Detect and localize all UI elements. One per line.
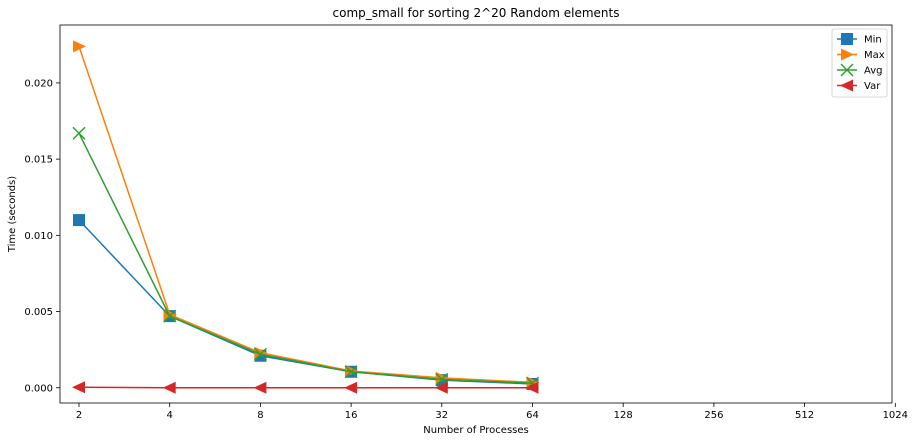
- legend: Min Max Avg Var: [832, 29, 887, 97]
- x-tick-label: 32: [435, 410, 448, 421]
- legend-label-max: Max: [864, 50, 885, 61]
- data-point-min: [73, 214, 85, 226]
- legend-label-min: Min: [864, 35, 882, 46]
- x-tick-label: 16: [345, 410, 358, 421]
- x-tick-label: 64: [526, 410, 539, 421]
- y-axis-label: Time (seconds): [7, 176, 18, 253]
- x-tick-label: 128: [614, 410, 633, 421]
- x-tick-label: 1024: [883, 410, 908, 421]
- y-axis-ticks: 0.000 0.005 0.010 0.015 0.020: [24, 78, 60, 394]
- y-tick-label: 0.015: [24, 155, 53, 166]
- legend-marker-min: [841, 33, 853, 45]
- x-tick-label: 512: [795, 410, 814, 421]
- y-tick-label: 0.020: [24, 78, 53, 89]
- x-tick-label: 256: [704, 410, 723, 421]
- y-tick-label: 0.010: [24, 231, 53, 242]
- chart-title: comp_small for sorting 2^20 Random eleme…: [333, 6, 620, 20]
- plot-area: [60, 25, 892, 403]
- legend-label-var: Var: [864, 81, 881, 92]
- x-tick-label: 2: [76, 410, 82, 421]
- y-tick-label: 0.000: [24, 383, 53, 394]
- x-tick-label: 8: [257, 410, 263, 421]
- x-axis-label: Number of Processes: [423, 425, 528, 436]
- x-tick-label: 4: [167, 410, 173, 421]
- y-tick-label: 0.005: [24, 307, 53, 318]
- legend-label-avg: Avg: [864, 66, 883, 77]
- x-axis-ticks: 2 4 8 16 32 64 128 256 512 1024: [76, 403, 908, 421]
